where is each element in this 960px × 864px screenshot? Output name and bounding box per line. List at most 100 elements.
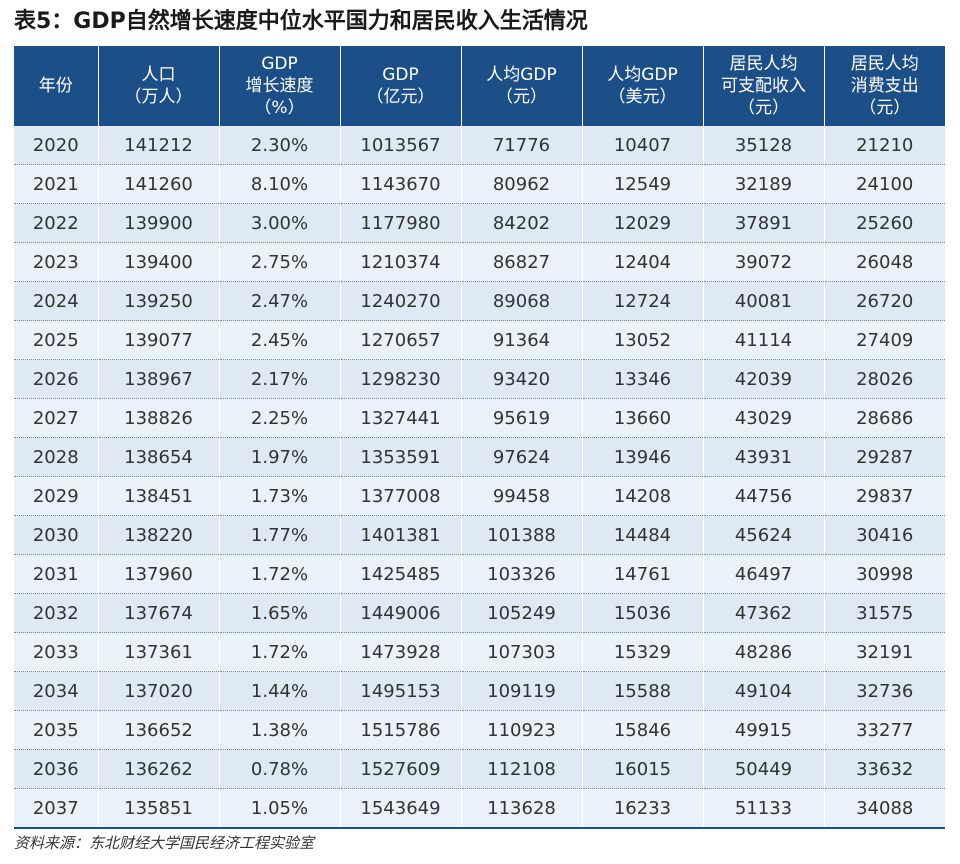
table-row: 2033 137361 1.72% 1473928 107303 15329 48286 32…	[14, 632, 945, 672]
table-cell: 14208	[581, 476, 703, 516]
table-cell: 101388	[460, 515, 582, 555]
table-cell: 46497	[702, 554, 824, 594]
year-cell: 2036	[14, 749, 98, 789]
table-cell: 41114	[702, 320, 824, 360]
table-cell: 21210	[823, 126, 945, 165]
table-cell: 86827	[460, 242, 582, 282]
table-cell: 47362	[702, 593, 824, 633]
table-row: 2029 138451 1.73% 1377008 99458 14208 44756 298…	[14, 476, 945, 516]
table-cell: 10407	[581, 126, 703, 165]
year-cell: 2032	[14, 593, 98, 633]
year-cell: 2028	[14, 437, 98, 477]
table-cell: 15588	[581, 671, 703, 711]
column-header-line: 人均GDP	[607, 65, 678, 85]
table-cell: 13346	[581, 359, 703, 399]
table-title: 表5：GDP自然增长速度中位水平国力和居民收入生活情况	[14, 9, 588, 34]
table-cell: 14484	[581, 515, 703, 555]
year-cell: 2026	[14, 359, 98, 399]
column-header-line: 人口	[141, 65, 176, 85]
table-cell: 1377008	[339, 476, 461, 516]
table-row: 2035 136652 1.38% 1515786 110923 15846 49915 33…	[14, 710, 945, 750]
column-header-3: GDP （亿元）	[339, 46, 461, 126]
table-cell: 28686	[823, 398, 945, 438]
table-cell: 105249	[460, 593, 582, 633]
table-cell: 1327441	[339, 398, 461, 438]
table-cell: 2.17%	[218, 359, 340, 399]
column-header-line: （元）	[859, 98, 911, 118]
table-cell: 139900	[97, 203, 219, 243]
column-header-line: 增长速度	[245, 76, 314, 96]
table-cell: 1401381	[339, 515, 461, 555]
table-cell: 1.73%	[218, 476, 340, 516]
table-cell: 91364	[460, 320, 582, 360]
table-row: 2028 138654 1.97% 1353591 97624 13946 43931 292…	[14, 437, 945, 477]
table-cell: 107303	[460, 632, 582, 672]
table-cell: 1449006	[339, 593, 461, 633]
table-cell: 93420	[460, 359, 582, 399]
table-cell: 1.72%	[218, 554, 340, 594]
table-cell: 136652	[97, 710, 219, 750]
column-header-1: 人口 （万人）	[97, 46, 219, 126]
table-cell: 13946	[581, 437, 703, 477]
table-cell: 1.97%	[218, 437, 340, 477]
table-cell: 89068	[460, 281, 582, 321]
table-cell: 8.10%	[218, 164, 340, 204]
column-header-line: 可支配收入	[721, 76, 806, 96]
table-cell: 1.05%	[218, 788, 340, 829]
table-cell: 15329	[581, 632, 703, 672]
column-header-line: （元）	[496, 87, 547, 107]
table-cell: 139077	[97, 320, 219, 360]
table-body: 2020 141212 2.30% 1013567 71776 10407 35128 212…	[14, 126, 945, 829]
table-row: 2036 136262 0.78% 1527609 112108 16015 50449 33…	[14, 749, 945, 789]
table-cell: 1473928	[339, 632, 461, 672]
table-cell: 139250	[97, 281, 219, 321]
table-cell: 137020	[97, 671, 219, 711]
table-cell: 39072	[702, 242, 824, 282]
table-cell: 141212	[97, 126, 219, 165]
table-cell: 12549	[581, 164, 703, 204]
table-cell: 49104	[702, 671, 824, 711]
year-cell: 2024	[14, 281, 98, 321]
column-header-line: 居民人均	[729, 54, 798, 74]
table-cell: 16015	[581, 749, 703, 789]
table-cell: 97624	[460, 437, 582, 477]
table-cell: 1240270	[339, 281, 461, 321]
table-cell: 33632	[823, 749, 945, 789]
table-cell: 138451	[97, 476, 219, 516]
year-cell: 2027	[14, 398, 98, 438]
table-cell: 112108	[460, 749, 582, 789]
table-cell: 1.38%	[218, 710, 340, 750]
column-header-7: 居民人均 消费支出 （元）	[823, 46, 945, 126]
table-cell: 1013567	[339, 126, 461, 165]
column-header-line: （美元）	[608, 87, 677, 107]
table-header: 年份 人口 （万人） GDP 增长速度 （%） GDP （亿元） 人均GDP （元） 人均GDP （美…	[14, 46, 945, 126]
table-cell: 1515786	[339, 710, 461, 750]
table-cell: 0.78%	[218, 749, 340, 789]
table-cell: 44756	[702, 476, 824, 516]
table-cell: 12724	[581, 281, 703, 321]
table-cell: 15846	[581, 710, 703, 750]
year-cell: 2025	[14, 320, 98, 360]
table-row: 2037 135851 1.05% 1543649 113628 16233 51133 34…	[14, 788, 945, 829]
table-cell: 135851	[97, 788, 219, 829]
table-cell: 3.00%	[218, 203, 340, 243]
source-note: 资料来源：东北财经大学国民经济工程实验室	[14, 834, 315, 852]
table-row: 2025 139077 2.45% 1270657 91364 13052 41114 274…	[14, 320, 945, 360]
table-cell: 95619	[460, 398, 582, 438]
table-cell: 49915	[702, 710, 824, 750]
table-cell: 24100	[823, 164, 945, 204]
table-cell: 32191	[823, 632, 945, 672]
table-cell: 2.30%	[218, 126, 340, 165]
year-cell: 2023	[14, 242, 98, 282]
table-cell: 138654	[97, 437, 219, 477]
table-cell: 40081	[702, 281, 824, 321]
column-header-line: （万人）	[124, 87, 193, 107]
table-cell: 32736	[823, 671, 945, 711]
table-cell: 29837	[823, 476, 945, 516]
table-cell: 13660	[581, 398, 703, 438]
table-cell: 1270657	[339, 320, 461, 360]
table-cell: 12029	[581, 203, 703, 243]
table-cell: 50449	[702, 749, 824, 789]
table-row: 2020 141212 2.30% 1013567 71776 10407 35128 212…	[14, 126, 945, 165]
table-row: 2034 137020 1.44% 1495153 109119 15588 49104 32…	[14, 671, 945, 711]
